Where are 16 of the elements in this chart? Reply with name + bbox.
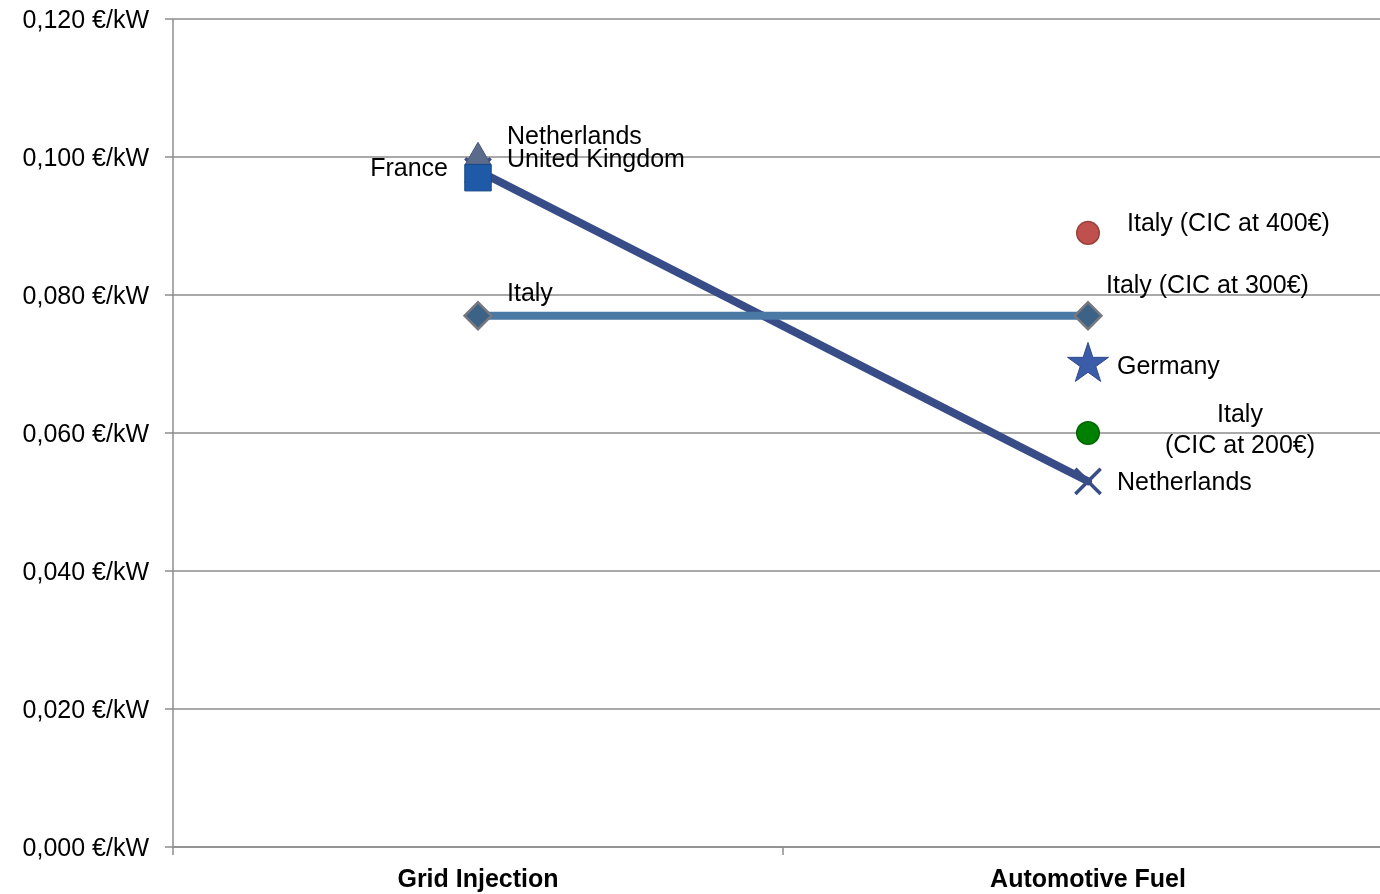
- series-label: Italy (CIC at 400€): [1127, 207, 1330, 236]
- text: Italy (CIC at 200€): [1164, 399, 1316, 458]
- x-tick-label: Automotive Fuel: [990, 864, 1186, 892]
- series-label: Germany: [1117, 351, 1221, 379]
- y-tick-label: 0,080 €/kW: [22, 281, 150, 309]
- y-tick-label: 0,060 €/kW: [22, 419, 150, 447]
- y-tick-label: 0,100 €/kW: [22, 143, 150, 171]
- y-tick-label: 0,020 €/kW: [22, 695, 150, 723]
- annotation: Italy (CIC at 300€): [1106, 269, 1309, 298]
- series-label: France: [370, 152, 448, 181]
- y-tick-label: 0,120 €/kW: [22, 5, 150, 33]
- series-label: Netherlands: [1117, 467, 1252, 496]
- y-tick-label: 0,000 €/kW: [22, 833, 150, 861]
- y-tick-label: 0,040 €/kW: [22, 557, 150, 585]
- x-tick-label: Grid Injection: [397, 864, 559, 892]
- series-label: Italy: [507, 277, 554, 306]
